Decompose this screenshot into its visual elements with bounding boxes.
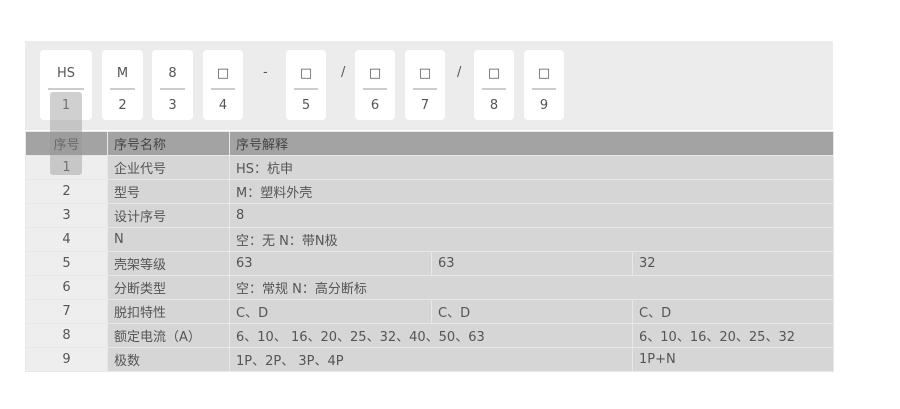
spec-table: 序号 序号名称 序号解释 1 企业代号 HS：杭申 2 型号 M：塑料外壳 3 设计序号 8 4 N 空：无… (25, 131, 834, 372)
row-value: 63 (431, 251, 633, 276)
table-row: 5 壳架等级 63 63 32 (25, 251, 834, 276)
code-box-7: □ 7 (405, 50, 445, 120)
row-value: HS：杭申 (229, 155, 834, 180)
code-box-1: HS 1 (40, 50, 92, 120)
code-box-4: □ 4 (203, 50, 243, 120)
code-box-6: □ 6 (355, 50, 395, 120)
separator-slash: / (341, 65, 346, 80)
table-row: 7 脱扣特性 C、D C、D C、D (25, 299, 834, 324)
code-box-5: □ 5 (286, 50, 326, 120)
row-value: M：塑料外壳 (229, 179, 834, 204)
row-name: 脱扣特性 (107, 299, 230, 324)
table-row: 6 分断类型 空：常规 N：高分断标 (25, 275, 834, 300)
row-value: C、D (431, 299, 633, 324)
row-name: 极数 (107, 347, 230, 372)
row-value: 6、10、16、20、25、32 (632, 323, 834, 348)
row-no: 3 (25, 203, 108, 228)
table-row: 2 型号 M：塑料外壳 (25, 179, 834, 204)
table-row: 1 企业代号 HS：杭申 (25, 155, 834, 180)
row-name: 型号 (107, 179, 230, 204)
row-value: 空：无 N：带N极 (229, 227, 834, 252)
table-row: 9 极数 1P、2P、 3P、4P 1P+N (25, 347, 834, 372)
table-row: 8 额定电流（A） 6、10、 16、20、25、32、40、50、63 6、10、1… (25, 323, 834, 348)
row-name: 企业代号 (107, 155, 230, 180)
table-row: 4 N 空：无 N：带N极 (25, 227, 834, 252)
row-no: 4 (25, 227, 108, 252)
row-name: 分断类型 (107, 275, 230, 300)
row-no: 5 (25, 251, 108, 276)
code-box-9: □ 9 (524, 50, 564, 120)
table-row: 3 设计序号 8 (25, 203, 834, 228)
row-no: 2 (25, 179, 108, 204)
row-no: 7 (25, 299, 108, 324)
row-name: 设计序号 (107, 203, 230, 228)
row-no: 9 (25, 347, 108, 372)
row-value: 1P+N (632, 347, 834, 372)
column-highlight (50, 92, 82, 175)
row-name: 壳架等级 (107, 251, 230, 276)
row-value: 32 (632, 251, 834, 276)
row-value: 63 (229, 251, 432, 276)
header-no: 序号 (25, 131, 108, 156)
header-explain: 序号解释 (229, 131, 834, 156)
row-value: 空：常规 N：高分断标 (229, 275, 834, 300)
separator-slash: / (457, 65, 462, 80)
header-name: 序号名称 (107, 131, 230, 156)
row-name: N (107, 227, 230, 252)
table-header: 序号 序号名称 序号解释 (25, 131, 834, 156)
row-name: 额定电流（A） (107, 323, 230, 348)
code-box-8: □ 8 (474, 50, 514, 120)
row-value: 1P、2P、 3P、4P (229, 347, 633, 372)
row-value: C、D (632, 299, 834, 324)
row-value: 8 (229, 203, 834, 228)
row-value: 6、10、 16、20、25、32、40、50、63 (229, 323, 633, 348)
row-no: 6 (25, 275, 108, 300)
row-no: 8 (25, 323, 108, 348)
row-value: C、D (229, 299, 432, 324)
separator-dash: - (263, 65, 268, 80)
